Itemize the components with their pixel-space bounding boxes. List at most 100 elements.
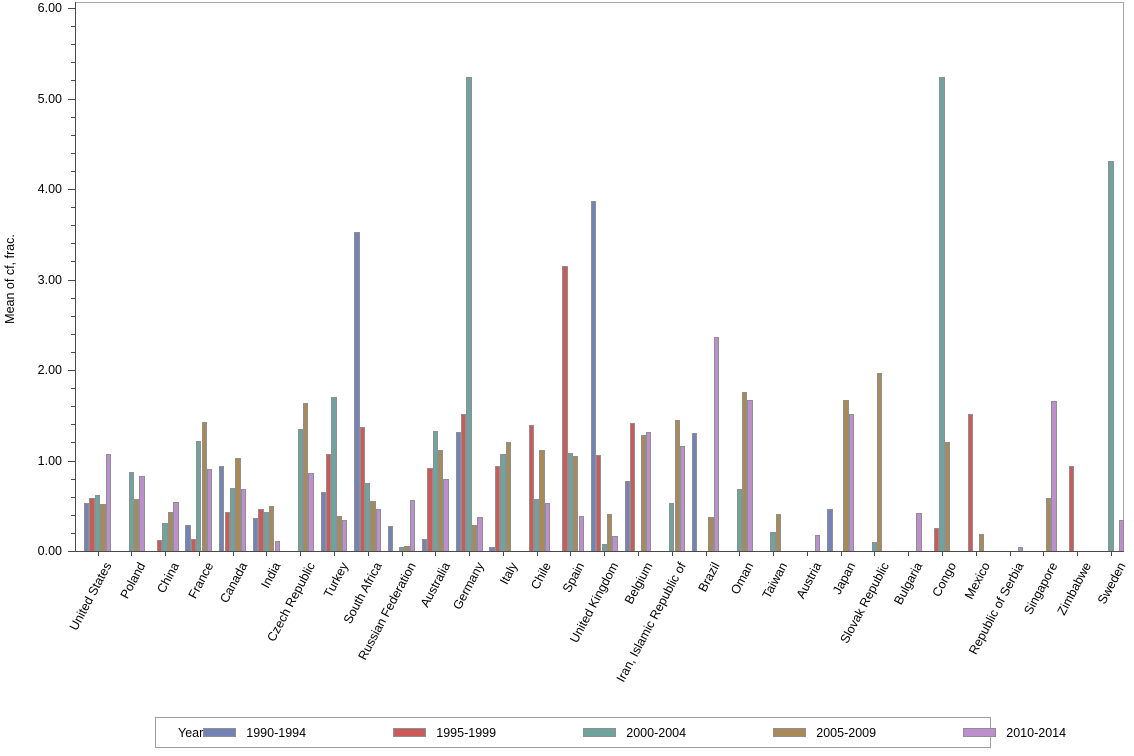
bar-russian-federation-1990-1994 — [388, 525, 394, 551]
bar-chile-2000-2004 — [533, 499, 540, 551]
y-minor-tick — [71, 406, 75, 408]
y-minor-tick — [71, 514, 75, 516]
x-tick — [806, 551, 808, 556]
bar-japan-1990-1994 — [827, 509, 833, 551]
bar-germany-2000-2004 — [466, 76, 472, 551]
legend-label: 2000-2004 — [626, 725, 687, 740]
y-major-tick — [68, 370, 75, 371]
bar-canada-2005-2009 — [235, 457, 241, 551]
bar-austria-2010-2014 — [815, 534, 821, 551]
bar-south-africa-2005-2009 — [370, 501, 376, 551]
bar-germany-1990-1994 — [455, 432, 461, 551]
x-tick — [570, 551, 572, 556]
legend-title: Year — [178, 725, 204, 740]
y-tick-label: 1.00 — [37, 453, 62, 468]
plot-border-top — [75, 2, 1124, 3]
bar-czech-republic-2000-2004 — [297, 428, 303, 551]
bar-poland-2005-2009 — [134, 499, 140, 551]
bar-germany-2005-2009 — [471, 524, 478, 551]
bar-belgium-1995-1999 — [629, 422, 636, 551]
y-minor-tick — [71, 62, 75, 64]
x-tick-label: Japan — [829, 560, 859, 597]
bar-czech-republic-2010-2014 — [308, 473, 314, 551]
bar-chile-1995-1999 — [528, 425, 534, 551]
x-tick-label: Turkey — [321, 560, 352, 600]
x-tick — [232, 551, 234, 556]
bar-united-states-2005-2009 — [100, 503, 106, 551]
bar-germany-2010-2014 — [477, 516, 483, 551]
x-tick-label: Bulgaria — [891, 560, 926, 608]
x-tick-label: India — [258, 560, 284, 591]
x-tick — [739, 551, 741, 556]
bar-iran-islamic-republic-of-2000-2004 — [669, 503, 675, 551]
y-minor-tick — [71, 532, 75, 534]
x-tick-label: Austria — [793, 560, 825, 601]
bar-italy-1990-1994 — [489, 546, 495, 551]
bar-china-2010-2014 — [173, 502, 179, 551]
bar-mexico-2005-2009 — [978, 533, 984, 551]
x-tick — [266, 551, 268, 556]
x-tick — [840, 551, 842, 556]
y-tick-label: 2.00 — [37, 363, 62, 377]
bar-sweden-2000-2004 — [1108, 160, 1114, 551]
bar-slovak-republic-2000-2004 — [871, 542, 878, 552]
bar-turkey-1990-1994 — [320, 492, 326, 551]
y-minor-tick — [71, 80, 75, 82]
x-tick-label: China — [154, 560, 183, 596]
bar-canada-2000-2004 — [229, 487, 236, 551]
bar-spain-2005-2009 — [573, 456, 579, 551]
x-tick-label: Canada — [217, 560, 250, 606]
x-tick — [131, 551, 133, 556]
bar-turkey-2010-2014 — [342, 520, 348, 551]
x-tick — [1110, 551, 1112, 556]
y-minor-tick — [71, 297, 75, 299]
legend-item: 2000-2004 — [583, 726, 773, 740]
x-tick-label: Congo — [929, 560, 960, 600]
bar-china-2005-2009 — [167, 512, 174, 551]
x-tick — [469, 551, 471, 556]
x-tick-label: Mexico — [962, 560, 994, 602]
x-tick — [1043, 551, 1045, 556]
bar-turkey-1995-1999 — [325, 454, 332, 551]
bar-iran-islamic-republic-of-2005-2009 — [674, 419, 680, 551]
legend-item: 2005-2009 — [773, 726, 963, 740]
x-tick-label: Spain — [560, 560, 588, 595]
bar-france-2005-2009 — [201, 421, 207, 551]
bar-bulgaria-2010-2014 — [916, 513, 922, 551]
bar-germany-1995-1999 — [461, 414, 467, 551]
legend-items: 1990-1994 1995-1999 2000-2004 2005-2009 … — [203, 726, 1134, 740]
bar-singapore-2010-2014 — [1051, 400, 1057, 551]
bar-spain-1995-1999 — [562, 265, 568, 551]
y-tick-label: 5.00 — [37, 91, 62, 106]
x-tick-label: Taiwan — [759, 560, 791, 601]
bar-oman-2010-2014 — [747, 399, 753, 551]
bar-singapore-2005-2009 — [1046, 497, 1052, 551]
x-tick-label: Germany — [449, 560, 487, 612]
y-tick-label: 4.00 — [37, 182, 62, 196]
y-major-tick — [68, 279, 75, 281]
x-tick-label: Brazil — [695, 560, 723, 595]
bar-chile-2010-2014 — [544, 503, 551, 551]
bar-turkey-2005-2009 — [336, 515, 343, 551]
x-tick — [334, 551, 335, 556]
legend-swatch-icon — [963, 728, 997, 737]
bar-india-2000-2004 — [263, 512, 270, 551]
bar-china-1995-1999 — [157, 540, 163, 551]
x-tick — [300, 551, 302, 556]
bar-united-states-1995-1999 — [89, 497, 95, 551]
bar-mexico-1995-1999 — [967, 414, 974, 551]
x-tick — [198, 551, 200, 556]
x-tick-label: Zimbabwe — [1055, 560, 1095, 618]
x-tick — [705, 551, 707, 556]
x-tick — [604, 551, 606, 556]
bar-chile-2005-2009 — [539, 449, 545, 551]
bar-congo-2005-2009 — [944, 442, 951, 551]
legend-label: 1990-1994 — [246, 725, 307, 740]
bar-united-kingdom-1990-1994 — [590, 200, 597, 551]
y-tick-label: 3.00 — [37, 272, 62, 287]
x-tick — [874, 551, 876, 556]
bar-congo-2000-2004 — [939, 76, 945, 551]
legend-swatch-icon — [773, 728, 807, 737]
bar-spain-2000-2004 — [567, 453, 574, 551]
x-tick — [1009, 551, 1011, 556]
